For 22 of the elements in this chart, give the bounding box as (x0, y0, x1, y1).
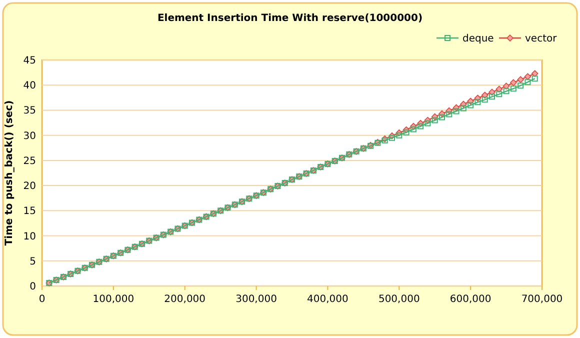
y-tick-label: 5 (30, 256, 36, 268)
x-tick-label: 200,000 (164, 294, 206, 305)
legend-label: vector (525, 34, 558, 44)
chart-title: Element Insertion Time With reserve(1000000) (157, 13, 423, 24)
y-tick-label: 10 (23, 231, 36, 242)
y-axis-title: Time to push_back() (sec) (4, 100, 15, 246)
y-tick-label: 0 (30, 282, 36, 292)
y-tick-label: 40 (23, 80, 36, 92)
y-tick-label: 30 (23, 130, 36, 142)
y-tick-label: 25 (23, 156, 36, 167)
y-tick-label: 35 (23, 106, 36, 117)
x-tick-label: 700,000 (521, 294, 563, 305)
x-tick-label: 600,000 (450, 294, 492, 305)
x-tick-label: 100,000 (92, 294, 134, 305)
legend-label: deque (462, 34, 494, 44)
x-tick-label: 300,000 (236, 294, 277, 305)
y-tick-label: 20 (23, 181, 36, 192)
x-tick-label: 500,000 (378, 294, 420, 305)
x-tick-label: 400,000 (307, 294, 348, 305)
x-tick-label: 0 (38, 294, 46, 305)
y-tick-label: 45 (23, 56, 36, 66)
y-tick-label: 15 (23, 206, 36, 218)
